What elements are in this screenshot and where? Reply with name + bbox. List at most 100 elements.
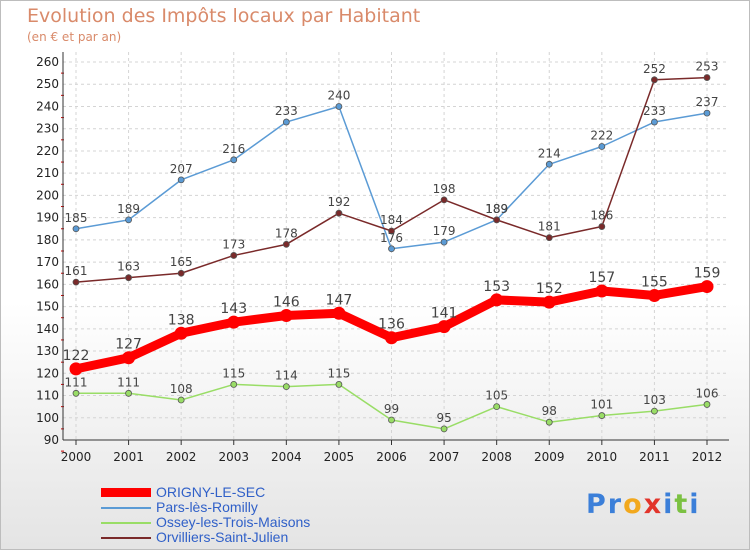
legend-label-3: Orvilliers-Saint-Julien xyxy=(156,529,289,545)
series-2-label-2002: 108 xyxy=(170,382,193,396)
y-tick-label-180: 180 xyxy=(36,233,59,247)
series-0-label-2010: 157 xyxy=(588,270,615,286)
series-3-point-2008 xyxy=(493,216,501,224)
series-1-label-2001: 189 xyxy=(117,202,140,216)
series-1-point-2005 xyxy=(335,103,343,110)
series-3-point-2011 xyxy=(651,76,658,84)
series-1-point-2002 xyxy=(177,176,185,184)
series-2-label-2005: 115 xyxy=(327,366,350,380)
series-3-label-2002: 165 xyxy=(170,255,193,269)
y-tick-label-130: 130 xyxy=(36,344,59,358)
series-1-label-2000: 185 xyxy=(65,211,88,225)
series-3-point-2000 xyxy=(72,278,80,286)
series-3-label-2001: 163 xyxy=(117,260,140,274)
series-2-point-2005 xyxy=(335,381,343,388)
series-0-label-2007: 141 xyxy=(431,306,458,322)
series-1-label-2004: 233 xyxy=(275,104,298,118)
series-2-label-2008: 105 xyxy=(485,389,508,403)
logo-letter: r xyxy=(607,489,624,520)
series-1-point-2009 xyxy=(545,160,553,168)
series-2-point-2000 xyxy=(72,389,80,397)
series-1-point-2011 xyxy=(651,118,658,126)
series-0-point-2005 xyxy=(332,306,346,320)
y-tick-label-100: 100 xyxy=(36,411,59,425)
series-2-point-2012 xyxy=(703,401,711,408)
series-3-point-2006 xyxy=(388,227,395,235)
logo-letter: i xyxy=(663,489,675,520)
series-0-label-2006: 136 xyxy=(378,317,405,333)
series-0-point-2001 xyxy=(122,351,136,365)
series-2-point-2003 xyxy=(230,381,238,388)
series-2-label-2011: 103 xyxy=(643,393,666,407)
series-1-label-2010: 222 xyxy=(590,128,613,142)
series-2-point-2004 xyxy=(282,383,290,391)
series-1-label-2007: 179 xyxy=(433,224,456,238)
y-tick-label-200: 200 xyxy=(36,188,59,202)
series-lines xyxy=(69,74,714,433)
y-tick-label-210: 210 xyxy=(36,166,59,180)
x-tick-label-2005: 2005 xyxy=(324,450,355,464)
series-3-point-2005 xyxy=(335,209,343,217)
y-tick-label-240: 240 xyxy=(36,99,59,113)
y-tick-label-230: 230 xyxy=(36,122,59,136)
series-3-point-2001 xyxy=(125,274,132,282)
logo-letter: x xyxy=(643,489,664,520)
series-2-point-2006 xyxy=(388,416,395,424)
y-tick-label-250: 250 xyxy=(36,77,59,91)
x-tick-label-2004: 2004 xyxy=(271,450,302,464)
series-0-label-2011: 155 xyxy=(641,274,668,290)
series-0-point-2012 xyxy=(700,280,714,294)
y-tick-label-110: 110 xyxy=(36,389,59,403)
series-0-point-2009 xyxy=(542,295,556,309)
legend-swatch-2 xyxy=(101,521,151,524)
series-0-point-2002 xyxy=(174,326,188,340)
legend-label-0: ORIGNY-LE-SEC xyxy=(156,484,266,500)
series-1-point-2001 xyxy=(125,216,132,224)
y-tick-label-120: 120 xyxy=(36,366,59,380)
y-tick-label-160: 160 xyxy=(36,277,59,291)
proxiti-logo: Proxiti xyxy=(586,489,701,520)
series-1-label-2011: 233 xyxy=(643,104,666,118)
series-0-label-2008: 153 xyxy=(483,279,510,295)
series-0-label-2012: 159 xyxy=(694,266,721,282)
series-1-point-2003 xyxy=(230,156,238,164)
series-0-point-2004 xyxy=(279,308,293,322)
series-1-label-2005: 240 xyxy=(327,88,350,102)
series-0-label-2009: 152 xyxy=(536,281,563,297)
series-2-label-2007: 95 xyxy=(436,411,451,425)
series-2-label-2000: 111 xyxy=(65,375,88,389)
series-0-point-2010 xyxy=(595,284,609,298)
series-0-label-2002: 138 xyxy=(168,312,195,328)
series-2-point-2008 xyxy=(493,403,501,411)
series-2-label-2006: 99 xyxy=(384,402,399,416)
series-0-point-2011 xyxy=(647,288,661,302)
series-3-label-2010: 186 xyxy=(590,209,613,223)
series-1-label-2008: 189 xyxy=(485,202,508,216)
logo-letter: t xyxy=(674,489,690,520)
logo-letter: i xyxy=(689,489,701,520)
data-labels: 111 111 108 115 114 115 99 95 105 98 101 103 106 185 1… xyxy=(63,60,721,425)
series-3-label-2003: 173 xyxy=(222,237,245,251)
series-1-label-2012: 237 xyxy=(696,95,719,109)
series-3-label-2011: 252 xyxy=(643,62,666,76)
series-2-label-2003: 115 xyxy=(222,366,245,380)
y-tick-label-220: 220 xyxy=(36,144,59,158)
series-3-point-2003 xyxy=(230,252,238,259)
series-2-label-2010: 101 xyxy=(590,398,613,412)
logo-letter: P xyxy=(586,489,608,520)
series-1-point-2007 xyxy=(440,238,448,246)
series-2-label-2009: 98 xyxy=(542,404,557,418)
series-2-point-2007 xyxy=(440,425,448,433)
series-2-point-2001 xyxy=(125,389,132,397)
axes: 90 100 110 120 130 140 150 160 170 180 190 200 210 22… xyxy=(36,52,729,464)
series-3-point-2009 xyxy=(545,234,553,242)
series-0-point-2008 xyxy=(490,293,504,307)
x-tick-label-2007: 2007 xyxy=(429,450,460,464)
series-0-point-2007 xyxy=(437,320,451,334)
series-3-label-2012: 253 xyxy=(696,60,719,74)
x-tick-label-2011: 2011 xyxy=(639,450,670,464)
legend-swatch-1 xyxy=(101,506,151,509)
series-0-label-2001: 127 xyxy=(115,337,142,353)
